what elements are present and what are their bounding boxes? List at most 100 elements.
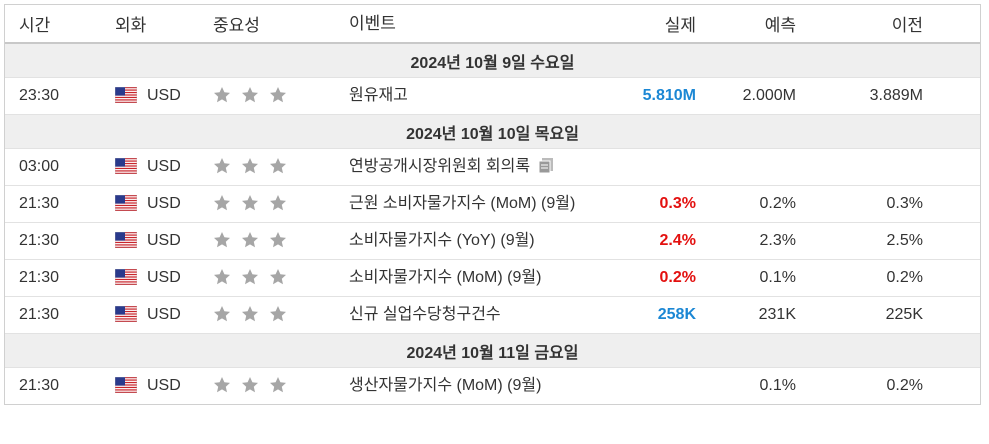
currency-code: USD <box>147 195 181 212</box>
currency-code: USD <box>147 306 181 323</box>
column-header: 시간 <box>5 5 101 44</box>
importance-stars <box>214 306 286 322</box>
previous-cell: 2.5% <box>800 222 980 260</box>
date-label: 2024년 10월 11일 금요일 <box>5 333 980 368</box>
actual-cell: 5.810M <box>606 77 700 115</box>
currency-code: USD <box>147 377 181 394</box>
forecast-cell: 2.000M <box>700 77 800 115</box>
event-name: 연방공개시장위원회 회의록 <box>349 158 531 175</box>
currency: USD <box>101 259 201 297</box>
time: 21:30 <box>5 185 101 223</box>
importance-stars <box>214 269 286 285</box>
time: 21:30 <box>5 222 101 260</box>
actual-cell: 0.2% <box>606 259 700 297</box>
column-header: 예측 <box>700 5 800 44</box>
date-row: 2024년 10월 9일 수요일 <box>5 42 980 78</box>
us-flag <box>114 268 138 286</box>
importance <box>201 367 341 404</box>
column-header: 이벤트 <box>341 5 606 44</box>
importance <box>201 77 341 115</box>
forecast: 0.1% <box>759 269 796 286</box>
us-flag <box>114 231 138 249</box>
previous: 0.3% <box>886 195 923 212</box>
event-row: 23:30 USD 원유재고 5.810M 2.000M 3.889M <box>5 77 980 115</box>
event: 연방공개시장위원회 회의록 <box>341 148 606 186</box>
forecast-cell: 2.3% <box>700 222 800 260</box>
previous-cell: 0.2% <box>800 259 980 297</box>
column-header: 이전 <box>800 5 980 44</box>
forecast-cell: 0.1% <box>700 259 800 297</box>
actual: 258K <box>657 306 696 323</box>
date-label: 2024년 10월 10일 목요일 <box>5 114 980 149</box>
currency: USD <box>101 296 201 334</box>
currency-code: USD <box>147 232 181 249</box>
event-name: 소비자물가지수 (YoY) (9월) <box>349 232 535 249</box>
event-name: 소비자물가지수 (MoM) (9월) <box>349 269 542 286</box>
event-row: 21:30 USD 소비자물가지수 (YoY) (9월) 2.4% 2.3% 2.5% <box>5 222 980 260</box>
forecast-cell: 0.1% <box>700 367 800 404</box>
column-header: 외화 <box>101 5 201 44</box>
importance <box>201 185 341 223</box>
forecast-cell: 231K <box>700 296 800 334</box>
actual: 5.810M <box>642 87 696 104</box>
currency: USD <box>101 148 201 186</box>
forecast-cell <box>700 148 800 186</box>
event-row: 03:00 USD 연방공개시장위원회 회의록 <box>5 148 980 186</box>
currency-code: USD <box>147 87 181 104</box>
currency-code: USD <box>147 158 181 175</box>
importance <box>201 296 341 334</box>
document-icon <box>538 158 554 174</box>
us-flag <box>114 376 138 394</box>
event: 소비자물가지수 (MoM) (9월) <box>341 259 606 297</box>
previous-cell <box>800 148 980 186</box>
previous-cell: 225K <box>800 296 980 334</box>
forecast: 231K <box>758 306 796 323</box>
event-name: 신규 실업수당청구건수 <box>349 306 501 323</box>
previous: 3.889M <box>869 87 923 104</box>
forecast: 2.3% <box>759 232 796 249</box>
actual-cell: 2.4% <box>606 222 700 260</box>
event-row: 21:30 USD 생산자물가지수 (MoM) (9월) 0.1% 0.2% <box>5 367 980 404</box>
importance <box>201 259 341 297</box>
us-flag <box>114 86 138 104</box>
actual-cell <box>606 148 700 186</box>
actual-cell: 258K <box>606 296 700 334</box>
forecast: 0.1% <box>759 377 796 394</box>
date-row: 2024년 10월 10일 목요일 <box>5 114 980 149</box>
date-label: 2024년 10월 9일 수요일 <box>5 42 980 78</box>
time: 21:30 <box>5 296 101 334</box>
currency-code: USD <box>147 269 181 286</box>
column-header: 중요성 <box>201 5 341 44</box>
previous: 0.2% <box>886 269 923 286</box>
column-header: 실제 <box>606 5 700 44</box>
importance-stars <box>214 377 286 393</box>
forecast-cell: 0.2% <box>700 185 800 223</box>
event: 생산자물가지수 (MoM) (9월) <box>341 367 606 404</box>
event-row: 21:30 USD 신규 실업수당청구건수 258K 231K 225K <box>5 296 980 334</box>
time: 21:30 <box>5 259 101 297</box>
us-flag <box>114 157 138 175</box>
table-body: 2024년 10월 9일 수요일 23:30 USD 원유재고 5.810M 2.000M… <box>5 42 980 404</box>
currency: USD <box>101 367 201 404</box>
actual: 0.2% <box>659 269 696 286</box>
currency: USD <box>101 185 201 223</box>
previous: 225K <box>885 306 923 323</box>
event: 원유재고 <box>341 77 606 115</box>
importance-stars <box>214 87 286 103</box>
date-row: 2024년 10월 11일 금요일 <box>5 333 980 368</box>
forecast: 0.2% <box>759 195 796 212</box>
actual-cell: 0.3% <box>606 185 700 223</box>
currency: USD <box>101 77 201 115</box>
previous-cell: 0.3% <box>800 185 980 223</box>
us-flag <box>114 194 138 212</box>
importance-stars <box>214 158 286 174</box>
calendar-table: 시간 외화 중요성 이벤트 실제 예측 이전 2024년 10월 9일 수요일 23:30 US… <box>5 5 980 404</box>
actual: 0.3% <box>659 195 696 212</box>
importance <box>201 222 341 260</box>
calendar: 시간 외화 중요성 이벤트 실제 예측 이전 2024년 10월 9일 수요일 23:30 US… <box>4 4 981 405</box>
event-row: 21:30 USD 소비자물가지수 (MoM) (9월) 0.2% 0.1% 0.2% <box>5 259 980 297</box>
event: 신규 실업수당청구건수 <box>341 296 606 334</box>
previous: 0.2% <box>886 377 923 394</box>
time: 23:30 <box>5 77 101 115</box>
